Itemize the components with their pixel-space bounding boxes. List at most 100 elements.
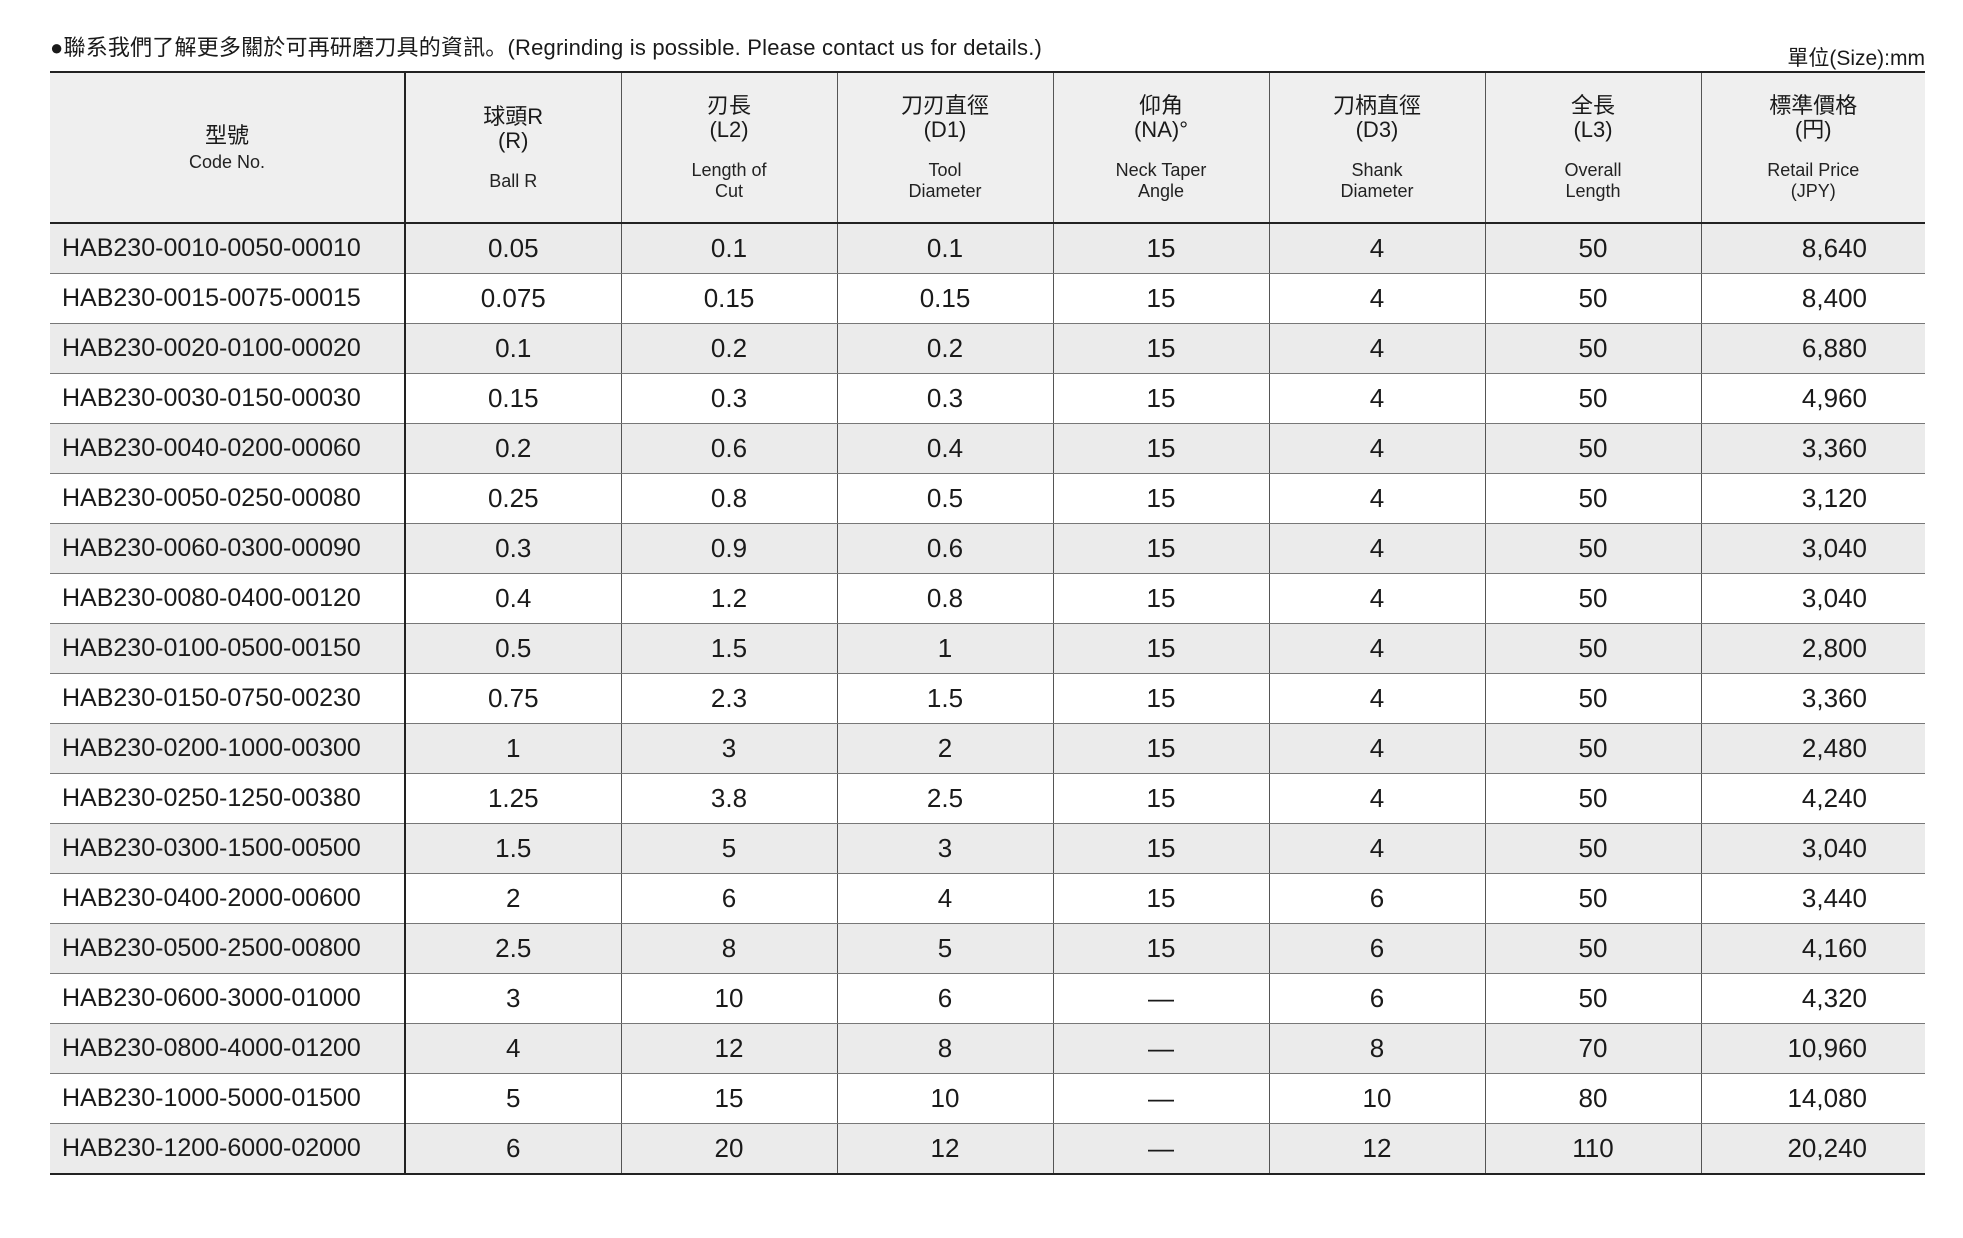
- cell-shank-diameter: 4: [1268, 473, 1485, 524]
- cell-overall-length: 50: [1484, 473, 1701, 524]
- cell-length-of-cut: 8: [620, 923, 837, 974]
- column-header-en: Shank Diameter: [1340, 160, 1414, 201]
- cell-shank-diameter: 6: [1268, 873, 1485, 924]
- cell-ball-r: 1: [404, 723, 621, 774]
- cell-overall-length: 50: [1484, 773, 1701, 824]
- cell-length-of-cut: 0.6: [620, 423, 837, 474]
- cell-tool-diameter: 0.6: [836, 523, 1053, 574]
- cell-tool-diameter: 6: [836, 973, 1053, 1024]
- cell-length-of-cut: 0.2: [620, 323, 837, 374]
- cell-neck-taper-angle: —: [1052, 973, 1269, 1024]
- cell-length-of-cut: 5: [620, 823, 837, 874]
- cell-shank-diameter: 4: [1268, 723, 1485, 774]
- cell-overall-length: 50: [1484, 323, 1701, 374]
- column-header-zh: 全長: [1570, 93, 1615, 118]
- cell-tool-diameter: 10: [836, 1073, 1053, 1124]
- cell-retail-price: 2,800: [1700, 623, 1925, 674]
- cell-tool-diameter: 1.5: [836, 673, 1053, 724]
- cell-ball-r: 0.5: [404, 623, 621, 674]
- cell-shank-diameter: 12: [1268, 1123, 1485, 1175]
- cell-ball-r: 6: [404, 1123, 621, 1175]
- cell-ball-r: 0.1: [404, 323, 621, 374]
- cell-length-of-cut: 2.3: [620, 673, 837, 724]
- column-header-symbol: (R): [497, 127, 529, 153]
- table-row: HAB230-0250-1250-00380 1.25 3.8 2.5 15 4 50 4,2…: [50, 773, 1925, 824]
- cell-neck-taper-angle: 15: [1052, 473, 1269, 524]
- cell-length-of-cut: 0.15: [620, 273, 837, 324]
- cell-code-no: HAB230-0050-0250-00080: [50, 473, 405, 524]
- table-row: HAB230-0080-0400-00120 0.4 1.2 0.8 15 4 50 3,04…: [50, 573, 1925, 624]
- cell-length-of-cut: 20: [620, 1123, 837, 1175]
- regrinding-note: ●聯系我們了解更多關於可再研磨刀具的資訊。(Regrinding is poss…: [50, 35, 1043, 60]
- cell-retail-price: 10,960: [1700, 1023, 1925, 1074]
- column-header-zh: 刀柄直徑: [1332, 93, 1421, 118]
- table-row: HAB230-0200-1000-00300 1 3 2 15 4 50 2,480: [50, 723, 1925, 774]
- table-row: HAB230-0800-4000-01200 4 12 8—8 70 10,960: [50, 1023, 1925, 1074]
- cell-tool-diameter: 2: [836, 723, 1053, 774]
- cell-neck-taper-angle: —: [1052, 1073, 1269, 1124]
- cell-code-no: HAB230-0060-0300-00090: [50, 523, 405, 574]
- cell-tool-diameter: 0.2: [836, 323, 1053, 374]
- cell-neck-taper-angle: 15: [1052, 873, 1269, 924]
- cell-code-no: HAB230-0400-2000-00600: [50, 873, 405, 924]
- table-row: HAB230-0030-0150-00030 0.15 0.3 0.3 15 4 50 4,9…: [50, 373, 1925, 424]
- column-header-symbol: (D3): [1355, 117, 1399, 142]
- cell-retail-price: 3,440: [1700, 873, 1925, 924]
- table-row: HAB230-0040-0200-00060 0.2 0.6 0.4 15 4 50 3,36…: [50, 423, 1925, 474]
- product-spec-table: 型號 Code No. 球頭R (R) Ball R 刃長 (L2) Length of Cu…: [50, 71, 1925, 1175]
- cell-code-no: HAB230-0100-0500-00150: [50, 623, 405, 674]
- table-row: HAB230-0300-1500-00500 1.5 5 3 15 4 50 3,040: [50, 823, 1925, 874]
- cell-code-no: HAB230-0080-0400-00120: [50, 573, 405, 624]
- cell-length-of-cut: 15: [620, 1073, 837, 1124]
- cell-shank-diameter: 4: [1268, 323, 1485, 374]
- table-row: HAB230-0100-0500-00150 0.5 1.5 1 15 4 50 2,800: [50, 623, 1925, 674]
- cell-ball-r: 0.05: [404, 223, 621, 274]
- table-row: HAB230-0150-0750-00230 0.75 2.3 1.5 15 4 50 3,3…: [50, 673, 1925, 724]
- cell-length-of-cut: 3.8: [620, 773, 837, 824]
- cell-ball-r: 2: [404, 873, 621, 924]
- table-body: HAB230-0010-0050-00010 0.05 0.1 0.1 15 4 50 8,6…: [50, 223, 1925, 1175]
- cell-neck-taper-angle: 15: [1052, 723, 1269, 774]
- cell-code-no: HAB230-0030-0150-00030: [50, 373, 405, 424]
- cell-length-of-cut: 6: [620, 873, 837, 924]
- cell-neck-taper-angle: 15: [1052, 423, 1269, 474]
- column-header-zh: 型號: [204, 122, 249, 148]
- cell-shank-diameter: 4: [1268, 673, 1485, 724]
- column-header-overall-length: 全長 (L3) Overall Length: [1484, 72, 1701, 223]
- cell-overall-length: 50: [1484, 523, 1701, 574]
- column-header-symbol: (D1): [923, 117, 967, 142]
- cell-neck-taper-angle: 15: [1052, 823, 1269, 874]
- cell-retail-price: 3,360: [1700, 673, 1925, 724]
- cell-neck-taper-angle: 15: [1052, 523, 1269, 574]
- cell-tool-diameter: 4: [836, 873, 1053, 924]
- cell-overall-length: 110: [1484, 1123, 1701, 1175]
- cell-tool-diameter: 0.15: [836, 273, 1053, 324]
- column-header-zh: 標準價格: [1769, 93, 1858, 118]
- cell-ball-r: 2.5: [404, 923, 621, 974]
- cell-retail-price: 4,320: [1700, 973, 1925, 1024]
- cell-shank-diameter: 4: [1268, 773, 1485, 824]
- cell-overall-length: 50: [1484, 673, 1701, 724]
- column-header-symbol: (NA)°: [1133, 117, 1188, 142]
- table-row: HAB230-0060-0300-00090 0.3 0.9 0.6 15 4 50 3,04…: [50, 523, 1925, 574]
- cell-shank-diameter: 4: [1268, 623, 1485, 674]
- cell-ball-r: 0.25: [404, 473, 621, 524]
- cell-shank-diameter: 4: [1268, 573, 1485, 624]
- cell-shank-diameter: 4: [1268, 423, 1485, 474]
- cell-code-no: HAB230-0020-0100-00020: [50, 323, 405, 374]
- cell-retail-price: 4,240: [1700, 773, 1925, 824]
- cell-overall-length: 80: [1484, 1073, 1701, 1124]
- cell-shank-diameter: 6: [1268, 923, 1485, 974]
- cell-neck-taper-angle: —: [1052, 1123, 1269, 1175]
- column-header-retail-price: 標準價格 (円) Retail Price (JPY): [1700, 72, 1925, 223]
- cell-neck-taper-angle: 15: [1052, 623, 1269, 674]
- cell-ball-r: 0.4: [404, 573, 621, 624]
- cell-code-no: HAB230-1200-6000-02000: [50, 1123, 405, 1175]
- column-header-zh: 球頭R: [483, 103, 544, 129]
- cell-code-no: HAB230-0300-1500-00500: [50, 823, 405, 874]
- cell-ball-r: 0.075: [404, 273, 621, 324]
- cell-code-no: HAB230-0150-0750-00230: [50, 673, 405, 724]
- cell-retail-price: 3,120: [1700, 473, 1925, 524]
- cell-shank-diameter: 4: [1268, 223, 1485, 274]
- column-header-en: Retail Price (JPY): [1767, 160, 1860, 201]
